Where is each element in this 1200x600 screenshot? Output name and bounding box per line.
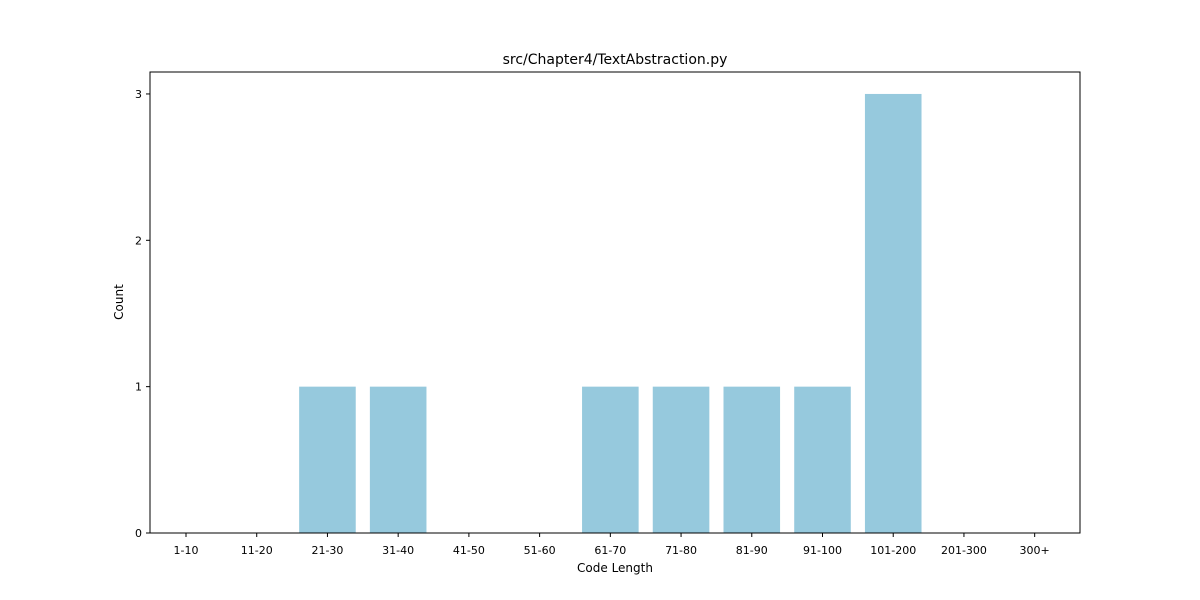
bar-81-90 — [723, 386, 781, 533]
x-tick-label: 81-90 — [736, 544, 768, 557]
plot-frame — [149, 71, 1081, 534]
bar-101-200 — [864, 93, 922, 533]
y-tick-label: 3 — [135, 88, 142, 101]
x-tick-label: 31-40 — [382, 544, 414, 557]
x-tick-label: 201-300 — [941, 544, 987, 557]
y-tick-label: 2 — [135, 234, 142, 247]
x-axis-label: Code Length — [577, 561, 653, 575]
x-tick-label: 51-60 — [524, 544, 556, 557]
bar-71-80 — [652, 386, 710, 533]
y-axis-label: Count — [112, 284, 126, 320]
bar-91-100 — [794, 386, 851, 533]
x-tick-label: 11-20 — [241, 544, 273, 557]
x-tick-label: 300+ — [1020, 544, 1050, 557]
x-tick-label: 1-10 — [174, 544, 199, 557]
bar-21-30 — [299, 386, 356, 533]
y-axis: 0 1 2 3 — [135, 88, 150, 540]
y-tick-label: 0 — [135, 527, 142, 540]
x-axis: 1-10 11-20 21-30 31-40 41-50 51-60 61-70 71-80 8… — [174, 533, 1050, 557]
x-tick-label: 61-70 — [594, 544, 626, 557]
x-tick-label: 101-200 — [870, 544, 916, 557]
bar-31-40 — [369, 386, 427, 533]
bar-61-70 — [582, 386, 639, 533]
x-tick-label: 41-50 — [453, 544, 485, 557]
y-tick-label: 1 — [135, 381, 142, 394]
bar-group — [299, 93, 922, 533]
chart-title: src/Chapter4/TextAbstraction.py — [503, 52, 728, 68]
x-tick-label: 91-100 — [803, 544, 842, 557]
x-tick-label: 71-80 — [665, 544, 697, 557]
x-tick-label: 21-30 — [311, 544, 343, 557]
